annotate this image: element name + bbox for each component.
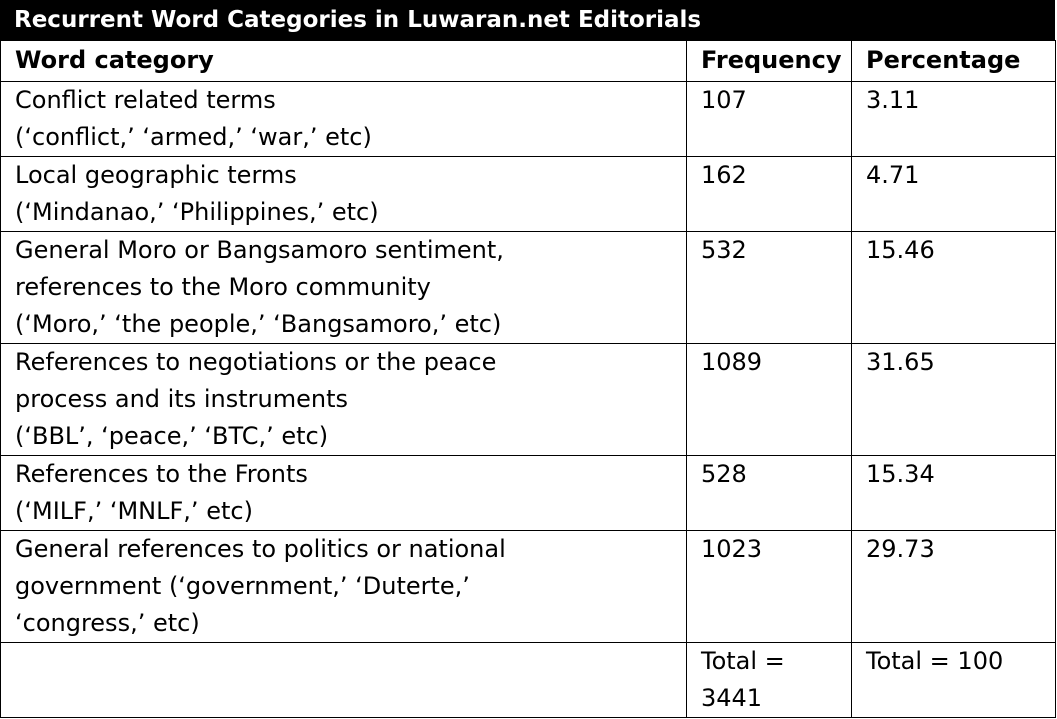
cell-line: Conflict related terms — [15, 86, 276, 114]
cell-line: references to the Moro community — [15, 273, 431, 301]
table-cell — [0, 642, 687, 718]
cell-text: 1089 — [701, 348, 763, 376]
header-cell: Frequency — [686, 40, 852, 82]
cell-line: Total = 100 — [866, 647, 1004, 675]
cell-line: Total = — [701, 647, 785, 675]
table-cell: General Moro or Bangsamoro sentiment, ref… — [0, 231, 687, 344]
cell-line: Local geographic terms — [15, 161, 297, 189]
cell-text: 4.71 — [866, 161, 920, 189]
cell-line: (‘BBL’, ‘peace,’ ‘BTC,’ etc) — [15, 422, 329, 450]
cell-text: 528 — [701, 460, 747, 488]
cell-text: 107 — [701, 86, 747, 114]
table-cell: References to the Fronts (‘MILF,’ ‘MNLF,’… — [0, 455, 687, 531]
cell-line: (‘Moro,’ ‘the people,’ ‘Bangsamoro,’ etc… — [15, 310, 502, 338]
cell-line: (‘Mindanao,’ ‘Philippines,’ etc) — [15, 198, 379, 226]
table-cell: General references to politics or nation… — [0, 530, 687, 643]
table-row: Local geographic terms (‘Mindanao,’ ‘Phil… — [0, 156, 1056, 232]
cell-line: process and its instruments — [15, 385, 348, 413]
cell-line: General references to politics or nation… — [15, 535, 506, 563]
table-cell: 107 — [686, 81, 852, 157]
table-cell: 528 — [686, 455, 852, 531]
total-cell: Total = 100 — [851, 642, 1056, 718]
cell-text: 3.11 — [866, 86, 920, 114]
cell-line: References to the Fronts — [15, 460, 308, 488]
cell-text: 15.34 — [866, 460, 935, 488]
total-cell: Total = 3441 — [686, 642, 852, 718]
header-row: Word category Frequency Percentage — [0, 40, 1056, 82]
cell-text: 15.46 — [866, 236, 935, 264]
cell-line: (‘conflict,’ ‘armed,’ ‘war,’ etc) — [15, 123, 372, 151]
cell-text: 162 — [701, 161, 747, 189]
table-body: Word category Frequency Percentage Conflict… — [0, 40, 1056, 718]
cell-text: 31.65 — [866, 348, 935, 376]
cell-text: 29.73 — [866, 535, 935, 563]
table-cell: 4.71 — [851, 156, 1056, 232]
table-cell: Local geographic terms (‘Mindanao,’ ‘Phil… — [0, 156, 687, 232]
table-row: Conflict related terms (‘conflict,’ ‘arme… — [0, 81, 1056, 157]
header-cell: Word category — [0, 40, 687, 82]
cell-text: 1023 — [701, 535, 763, 563]
table-row: General references to politics or nation… — [0, 530, 1056, 643]
table-cell: References to negotiations or the peace p… — [0, 343, 687, 456]
cell-line: 3441 — [701, 684, 763, 712]
table-cell: 31.65 — [851, 343, 1056, 456]
table-cell: Conflict related terms (‘conflict,’ ‘arme… — [0, 81, 687, 157]
table-cell: 15.46 — [851, 231, 1056, 344]
table-cell: 3.11 — [851, 81, 1056, 157]
cell-line: government (‘government,’ ‘Duterte,’ — [15, 572, 470, 600]
table: Word category Frequency Percentage Conflict… — [0, 40, 1056, 718]
table-row: References to negotiations or the peace p… — [0, 343, 1056, 456]
cell-line: (‘MILF,’ ‘MNLF,’ etc) — [15, 497, 253, 525]
table-cell: 532 — [686, 231, 852, 344]
table-cell: 29.73 — [851, 530, 1056, 643]
table-cell: 1023 — [686, 530, 852, 643]
cell-line: ‘congress,’ etc) — [15, 609, 200, 637]
table-row: References to the Fronts (‘MILF,’ ‘MNLF,’… — [0, 455, 1056, 531]
table-row: General Moro or Bangsamoro sentiment, ref… — [0, 231, 1056, 344]
total-row: Total = 3441 Total = 100 — [0, 642, 1056, 718]
header-cell: Percentage — [851, 40, 1056, 82]
table-cell: 162 — [686, 156, 852, 232]
table-title: Recurrent Word Categories in Luwaran.net… — [0, 0, 1055, 40]
table-cell: 15.34 — [851, 455, 1056, 531]
cell-line: References to negotiations or the peace — [15, 348, 497, 376]
cell-text: 532 — [701, 236, 747, 264]
cell-line: General Moro or Bangsamoro sentiment, — [15, 236, 504, 264]
table-cell: 1089 — [686, 343, 852, 456]
